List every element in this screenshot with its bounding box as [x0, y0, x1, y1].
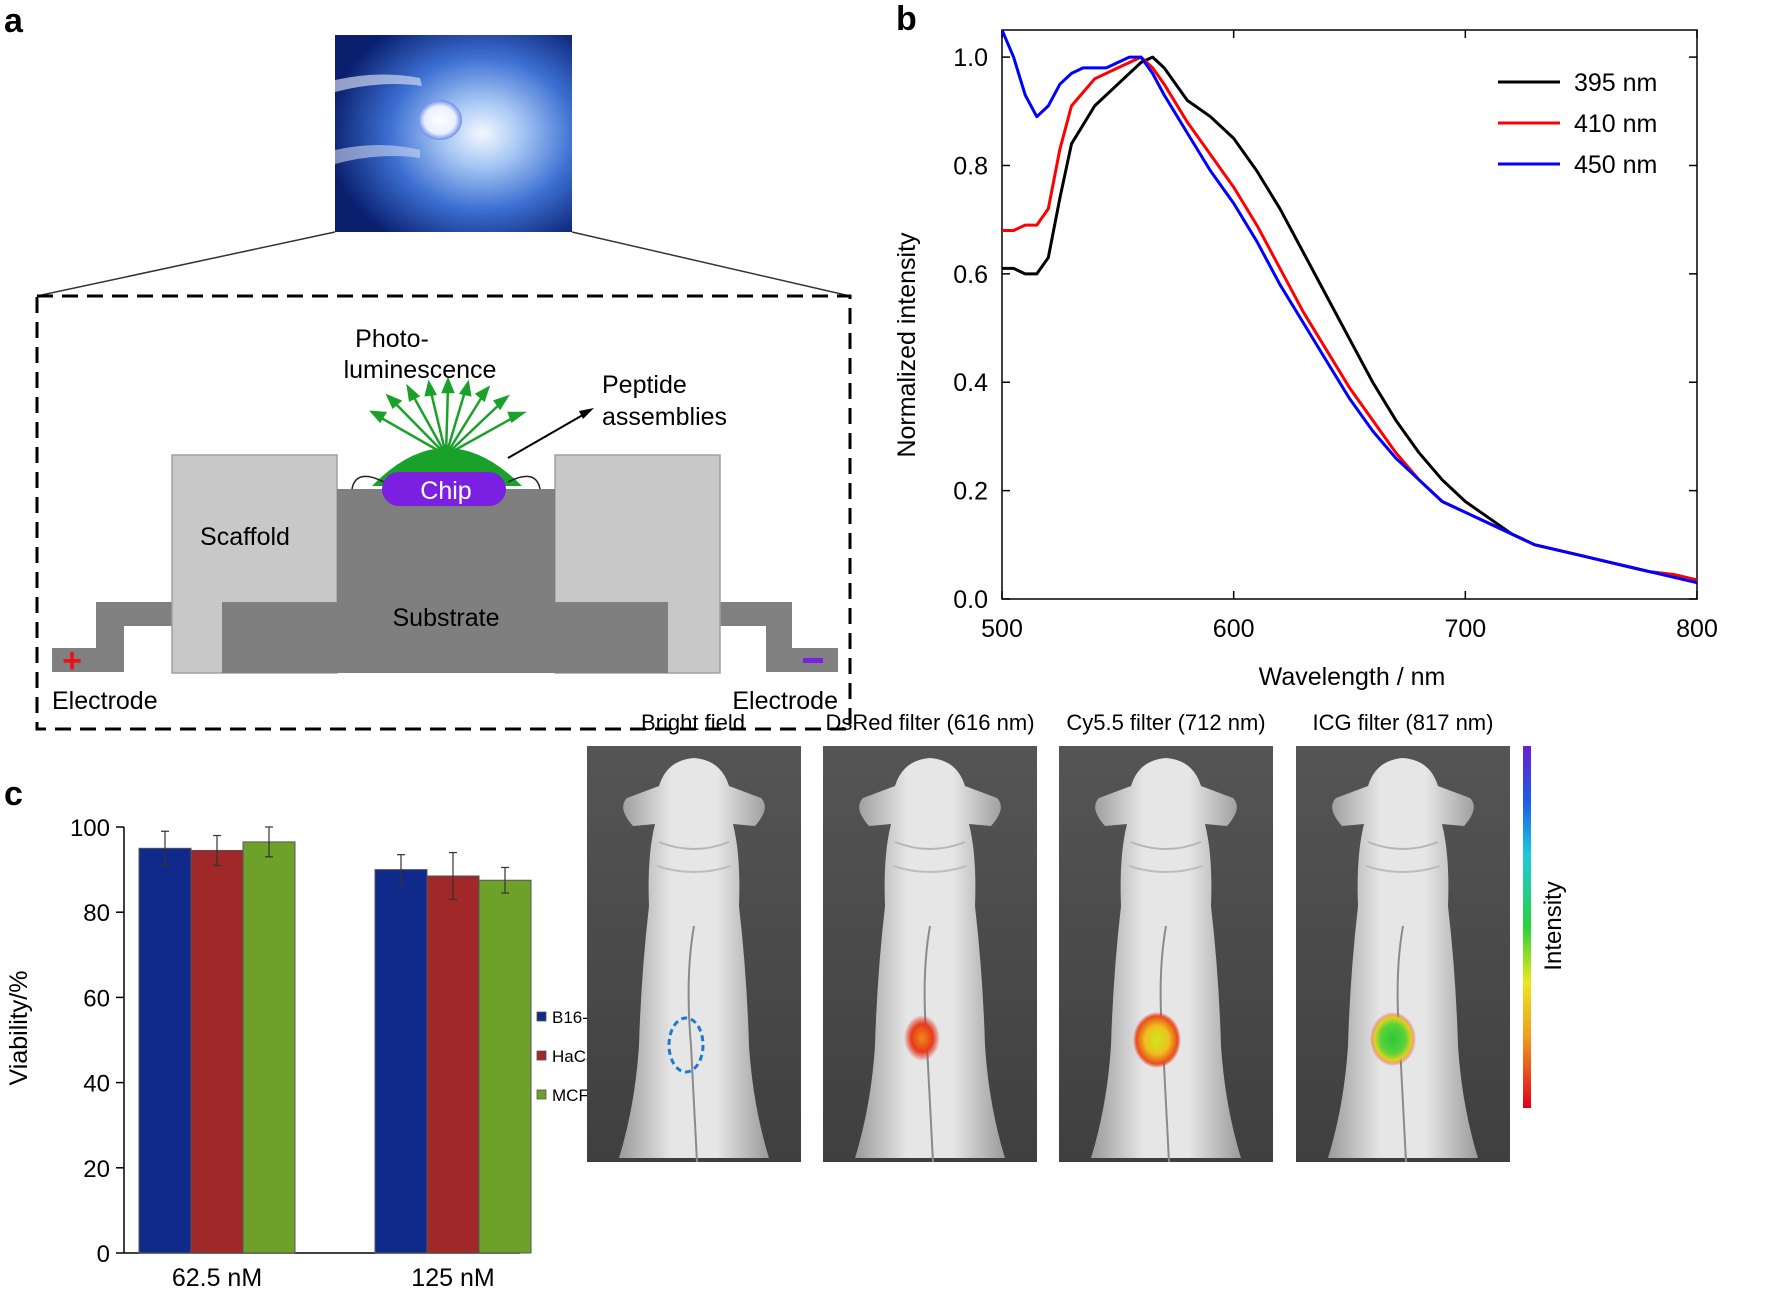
peptide-label-line1: Peptide	[602, 371, 687, 399]
chart-b-frame	[1001, 29, 1698, 600]
zoom-box	[35, 294, 852, 731]
chart-b-xlabel: Wavelength / nm	[1259, 663, 1446, 691]
panel-label-b: b	[896, 0, 917, 38]
led-diagram: + Photo- luminescence Peptide assemblies…	[35, 35, 852, 731]
panel-label-c: c	[4, 775, 23, 813]
y-tick-label: 0.8	[953, 152, 988, 180]
x-tick-label: 500	[981, 615, 1023, 643]
legend-label: 450 nm	[1574, 151, 1657, 179]
x-tick-label: 700	[1444, 615, 1486, 643]
chip	[382, 472, 506, 506]
electrode-left-label: Electrode	[52, 687, 158, 715]
scaffold-label: Scaffold	[200, 523, 290, 551]
y-tick-label: 0.6	[953, 261, 988, 289]
plus-marker: +	[62, 642, 82, 680]
photoluminescence-label-line1: Photo-	[355, 325, 429, 353]
panel-label-a: a	[4, 2, 23, 40]
electrode-leads	[52, 602, 838, 672]
photoluminescence-arrows	[369, 376, 527, 457]
y-tick-label: 1.0	[953, 44, 988, 72]
legend-label: 395 nm	[1574, 69, 1657, 97]
led-photo	[335, 35, 572, 232]
peptide-label-line2: assemblies	[602, 403, 727, 431]
y-tick-label: 0.4	[953, 369, 988, 397]
chip-label: Chip	[420, 477, 471, 505]
y-tick-label: 0.2	[953, 478, 988, 506]
substrate-label: Substrate	[392, 604, 499, 632]
substrate	[222, 489, 668, 673]
series-line-450-nm	[1002, 30, 1697, 585]
chart-b-axes: 500 600 700 800 0.0 0.2 0.4 0.6 0.8 1.0	[953, 29, 1718, 643]
x-tick-label: 600	[1213, 615, 1255, 643]
y-tick-label: 0.0	[953, 586, 988, 614]
chart-b-series	[1002, 30, 1697, 585]
chart-b-legend: 395 nm 410 nm 450 nm	[1498, 69, 1657, 179]
photoluminescence-label-line2: luminescence	[344, 356, 497, 384]
electrode-right-label: Electrode	[732, 687, 838, 715]
legend-label: 410 nm	[1574, 110, 1657, 138]
chart-b-ylabel: Normalized intensity	[893, 232, 921, 458]
x-tick-label: 800	[1676, 615, 1718, 643]
minus-marker	[803, 658, 823, 663]
